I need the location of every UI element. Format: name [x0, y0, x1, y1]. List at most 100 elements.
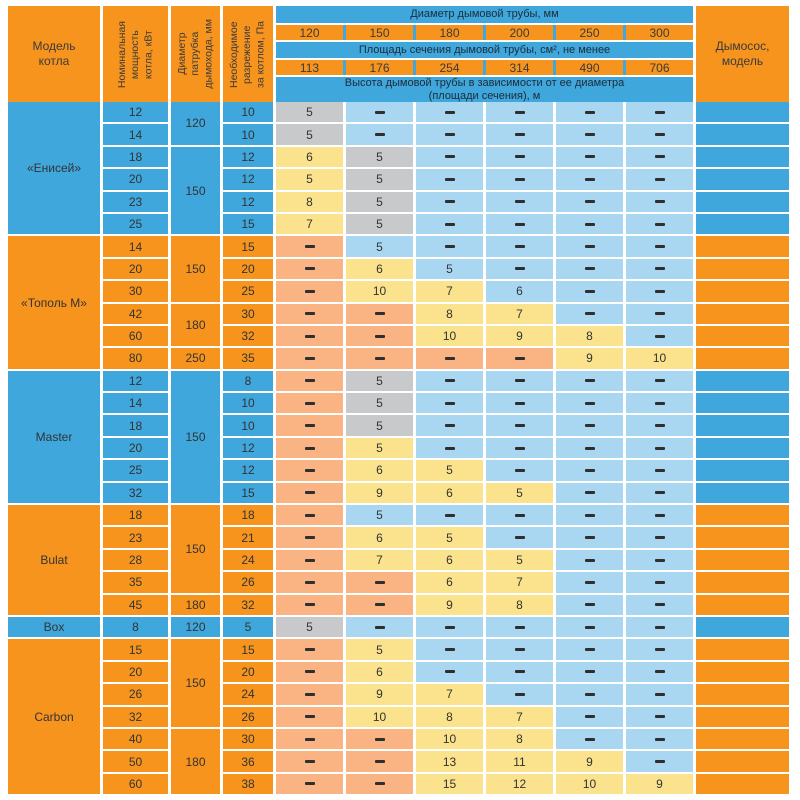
height-cell: 5: [346, 393, 413, 414]
vacuum-cell: 20: [223, 661, 273, 683]
dash-icon: [374, 603, 385, 607]
dash-icon: [654, 580, 665, 584]
height-cell: [626, 146, 693, 168]
dash-icon: [654, 760, 665, 764]
vacuum-cell: 12: [223, 169, 273, 190]
height-cell: [486, 684, 553, 705]
dash-icon: [584, 558, 595, 562]
exhauster-cell: [696, 281, 789, 302]
height-cell: [556, 616, 623, 638]
height-cell: [556, 303, 623, 324]
height-cell: [626, 706, 693, 727]
height-cell: [276, 773, 343, 795]
area-value-cell: 706: [626, 60, 693, 75]
dash-icon: [584, 424, 595, 428]
height-cell: [556, 572, 623, 593]
dash-icon: [654, 379, 665, 383]
height-cell: [626, 415, 693, 436]
height-cell: [416, 146, 483, 168]
height-cell: [626, 281, 693, 302]
dash-icon: [374, 110, 385, 114]
dash-icon: [304, 737, 315, 741]
power-cell: 15: [103, 639, 168, 660]
dash-icon: [514, 670, 525, 674]
power-cell: 14: [103, 236, 168, 257]
height-cell: [346, 751, 413, 772]
height-cell: 6: [346, 661, 413, 683]
dash-icon: [654, 177, 665, 181]
height-cell: [346, 124, 413, 145]
height-cell: 5: [346, 146, 413, 168]
height-cell: [416, 437, 483, 459]
height-cell: [626, 325, 693, 347]
power-cell: 18: [103, 415, 168, 436]
area-value-cell: 176: [346, 60, 413, 75]
height-cell: [556, 393, 623, 414]
height-cell: [276, 348, 343, 369]
exhauster-cell: [696, 482, 789, 504]
power-cell: 12: [103, 370, 168, 392]
height-cell: [346, 572, 413, 593]
dash-icon: [304, 715, 315, 719]
dash-icon: [514, 401, 525, 405]
vacuum-cell: 12: [223, 437, 273, 459]
height-cell: 9: [346, 684, 413, 705]
height-cell: [486, 460, 553, 481]
vacuum-cell: 15: [223, 639, 273, 660]
dash-icon: [304, 692, 315, 696]
height-cell: [486, 213, 553, 235]
power-cell: 35: [103, 572, 168, 593]
dash-icon: [444, 379, 455, 383]
height-cell: 6: [416, 572, 483, 593]
height-cell: [346, 348, 413, 369]
dash-icon: [654, 267, 665, 271]
dash-icon: [304, 580, 315, 584]
vacuum-cell: 24: [223, 549, 273, 571]
dash-icon: [444, 670, 455, 674]
dash-icon: [444, 155, 455, 159]
height-cell: [626, 437, 693, 459]
height-cell: [276, 572, 343, 593]
height-cell: [276, 325, 343, 347]
exhauster-cell: [696, 325, 789, 347]
model-cell: Master: [8, 370, 100, 504]
vacuum-cell: 12: [223, 460, 273, 481]
height-cell: [556, 102, 623, 123]
height-cell: [626, 124, 693, 145]
dash-icon: [654, 401, 665, 405]
vacuum-cell: 30: [223, 728, 273, 750]
dash-icon: [304, 760, 315, 764]
height-cell: [556, 527, 623, 548]
height-cell: 7: [346, 549, 413, 571]
height-cell: [276, 639, 343, 660]
power-cell: 32: [103, 482, 168, 504]
vacuum-cell: 38: [223, 773, 273, 795]
chimney-spec-table: Модель котла Номинальная мощность котла,…: [8, 6, 789, 795]
height-cell: [556, 191, 623, 212]
header-pipe-diameter-cell: Диаметр патрубка дымохода, мм: [171, 6, 220, 103]
height-cell: 10: [416, 325, 483, 347]
dash-icon: [654, 536, 665, 540]
height-cell: [626, 594, 693, 615]
dash-icon: [444, 625, 455, 629]
height-cell: 8: [486, 728, 553, 750]
pipe-diameter-cell: 120: [171, 616, 220, 638]
dash-icon: [374, 334, 385, 338]
header-vacuum-cell: Необходимое разрежение за котлом, Па: [223, 6, 273, 103]
exhauster-cell: [696, 370, 789, 392]
vacuum-cell: 25: [223, 281, 273, 302]
height-cell: 7: [486, 572, 553, 593]
dash-icon: [444, 133, 455, 137]
dash-icon: [304, 670, 315, 674]
height-cell: [556, 684, 623, 705]
vacuum-cell: 30: [223, 303, 273, 324]
dash-icon: [584, 110, 595, 114]
height-cell: [276, 527, 343, 548]
height-cell: 5: [346, 415, 413, 436]
dash-icon: [514, 222, 525, 226]
vacuum-cell: 26: [223, 706, 273, 727]
dash-icon: [584, 379, 595, 383]
dash-icon: [654, 468, 665, 472]
height-cell: [276, 303, 343, 324]
area-value-cell: 113: [276, 60, 343, 75]
